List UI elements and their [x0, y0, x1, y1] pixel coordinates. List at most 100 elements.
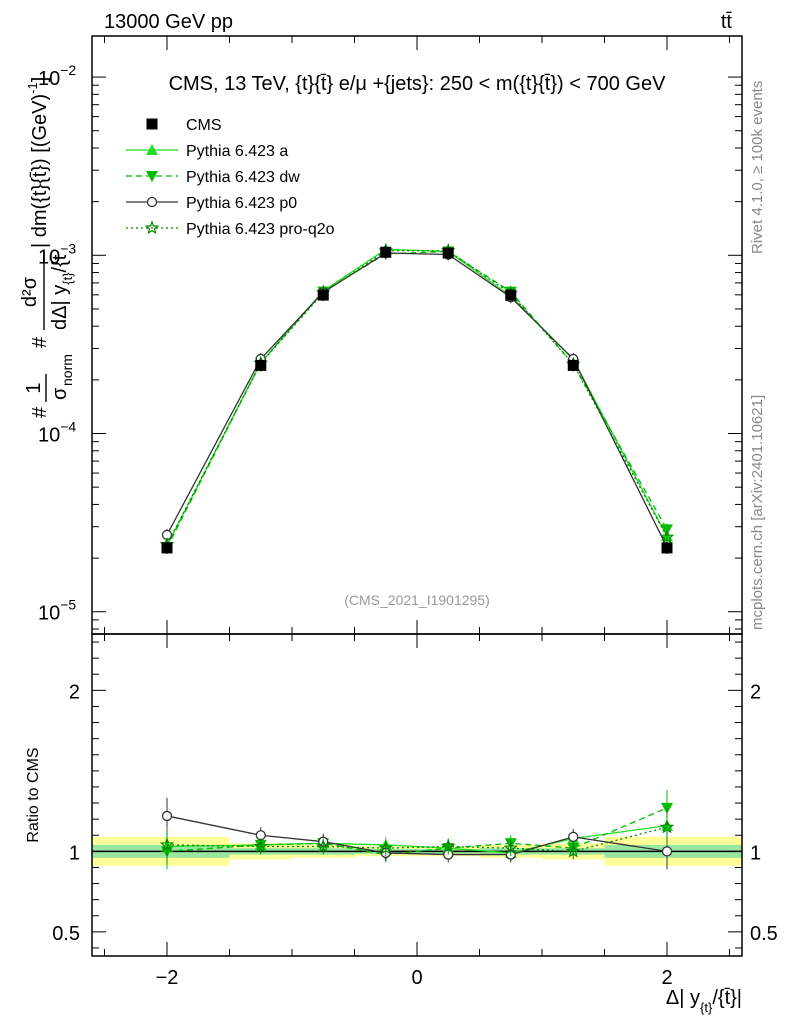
- ytick-exponent: −5: [60, 597, 76, 613]
- ytick-exponent: −3: [60, 240, 76, 256]
- main-ytick-label: 10−4: [38, 419, 76, 447]
- ratio-data-point: [378, 840, 394, 855]
- ratio-plot-panel: 0.5 0.5 1 1 2 2 −2 0 2 Ratio to CMS Δ| y{t}/{t̄…: [25, 633, 778, 1015]
- legend-entry: Pythia 6.423 a: [126, 143, 288, 160]
- legend-marker: [144, 220, 160, 235]
- ylabel-sigma-norm: norm: [59, 354, 75, 386]
- header-energy-label: 13000 GeV pp: [104, 11, 233, 33]
- ratio-ytick-label-right: 1: [750, 842, 761, 864]
- xtick-label: 0: [411, 967, 422, 989]
- ylabel-numerator: d²σ: [19, 276, 41, 307]
- ratio-series-line: [166, 815, 668, 856]
- xtick-label: −2: [156, 967, 179, 989]
- ratio-series-pythia-6-423-pro-q2o: [159, 809, 675, 863]
- ratio-data-point: [503, 840, 519, 855]
- ylabel-sigma: σ: [49, 387, 71, 400]
- ylabel-subscript: {t}: [60, 272, 75, 285]
- data-point: [255, 359, 267, 371]
- series-line: [166, 250, 668, 545]
- legend-marker: [146, 196, 158, 208]
- ylabel-units-close: ]: [29, 77, 51, 83]
- ratio-y-ticks: 0.5 0.5 1 1 2 2: [52, 641, 778, 949]
- ratio-data-point: [161, 810, 173, 822]
- ratio-x-ticks: −2 0 2: [104, 634, 730, 989]
- series-pythia-6-423-dw: [161, 245, 673, 554]
- ratio-ytick-label-right: 0.5: [750, 923, 778, 945]
- svg-text:dΔ| y{t}/{t̄: dΔ| y{t}/{t̄: [49, 254, 75, 330]
- side-rivet-label: Rivet 4.1.0, ≥ 100k events: [749, 81, 766, 254]
- data-point: [380, 246, 392, 258]
- ratio-data-point: [565, 843, 581, 858]
- series-pythia-6-423-pro-q2o: [159, 243, 675, 551]
- ratio-ytick-label-right: 2: [750, 681, 761, 703]
- analysis-watermark: (CMS_2021_I1901295): [344, 592, 490, 608]
- side-mcplots-label: mcplots.cern.ch [arXiv:2401.10621]: [749, 395, 766, 630]
- main-y-axis-label: # 1 σ norm # d²σ dΔ| y{t}/{t̄ | dm({t}{t…: [19, 77, 75, 418]
- ratio-series-line: [166, 826, 668, 853]
- xlabel-subscript: {t}: [700, 1000, 713, 1015]
- legend-label: Pythia 6.423 p0: [186, 195, 297, 212]
- ratio-ytick-label: 1: [69, 842, 80, 864]
- ratio-data-point: [253, 838, 269, 853]
- ylabel-denominator: dΔ| y: [49, 285, 71, 330]
- main-series-group: [159, 243, 675, 554]
- data-point: [161, 542, 173, 554]
- legend-label: Pythia 6.423 a: [186, 143, 288, 160]
- ratio-plot-frame: [91, 633, 743, 957]
- main-ytick-label: 10−5: [38, 597, 76, 625]
- data-point: [442, 247, 454, 259]
- data-point: [317, 289, 329, 301]
- data-point: [661, 542, 673, 554]
- legend-entry: Pythia 6.423 p0: [126, 195, 297, 212]
- ratio-series-group: [159, 789, 675, 870]
- ylabel-one: 1: [23, 382, 45, 393]
- ylabel-units: | dm({t}{t̄}) [(GeV): [29, 94, 51, 248]
- ytick-exponent: −4: [60, 419, 76, 435]
- main-x-ticks: [104, 36, 730, 634]
- legend-entry: Pythia 6.423 dw: [126, 169, 300, 186]
- ratio-data-point: [315, 838, 331, 853]
- ratio-data-point: [440, 838, 456, 853]
- ratio-ytick-label: 0.5: [52, 923, 80, 945]
- xlabel-tail: /{t̄}|: [712, 987, 742, 1009]
- ratio-data-point: [661, 802, 673, 814]
- main-y-ticks: 10−510−410−310−2: [38, 62, 742, 630]
- legend-label: Pythia 6.423 dw: [186, 169, 300, 186]
- main-plot-panel: CMS, 13 TeV, {t}{t̄} e/μ +{jets}: 250 < …: [19, 35, 743, 635]
- series-line: [166, 252, 668, 548]
- ratio-data-point: [568, 831, 579, 843]
- main-plot-title: CMS, 13 TeV, {t}{t̄} e/μ +{jets}: 250 < …: [169, 73, 667, 95]
- ratio-data-point: [159, 837, 175, 852]
- legend-marker: [146, 171, 158, 182]
- ytick-base: 10: [38, 68, 60, 90]
- xlabel-main: Δ| y: [666, 987, 700, 1009]
- ratio-data-point: [661, 846, 673, 857]
- legend-label: CMS: [186, 117, 222, 134]
- series-pythia-6-423-a: [161, 243, 673, 552]
- legend-label: Pythia 6.423 pro-q2o: [186, 221, 335, 238]
- ylabel-denominator-tail: /{t̄: [49, 254, 71, 272]
- ylabel-units-exponent: -1: [25, 82, 40, 94]
- series-cms: [161, 246, 673, 554]
- ratio-x-axis-label: Δ| y{t}/{t̄}|: [666, 987, 742, 1015]
- legend: CMS Pythia 6.423 a Pythia 6.423 dw Pythia 6…: [126, 117, 335, 238]
- ratio-data-point: [659, 819, 675, 834]
- data-point: [659, 529, 675, 544]
- ytick-exponent: −2: [60, 62, 76, 78]
- data-point: [505, 289, 517, 301]
- header-process-label: tt̄: [721, 11, 733, 33]
- ratio-data-point: [255, 830, 266, 841]
- ylabel-hash-2: #: [29, 336, 51, 348]
- ratio-series-line: [166, 807, 668, 856]
- ratio-ytick-label: 2: [69, 681, 80, 703]
- legend-entry: Pythia 6.423 pro-q2o: [126, 220, 335, 238]
- svg-text:| dm({t}{t̄}) [(GeV)-1]: | dm({t}{t̄}) [(GeV)-1]: [25, 77, 51, 248]
- legend-marker: [146, 144, 158, 155]
- svg-text:#: #: [29, 406, 51, 418]
- ratio-y-axis-label: Ratio to CMS: [25, 747, 42, 842]
- ytick-base: 10: [38, 425, 60, 447]
- ylabel-hash-1: #: [29, 406, 51, 418]
- xtick-label: 2: [661, 967, 672, 989]
- main-ytick-label: 10−2: [38, 62, 76, 90]
- data-point: [567, 359, 579, 371]
